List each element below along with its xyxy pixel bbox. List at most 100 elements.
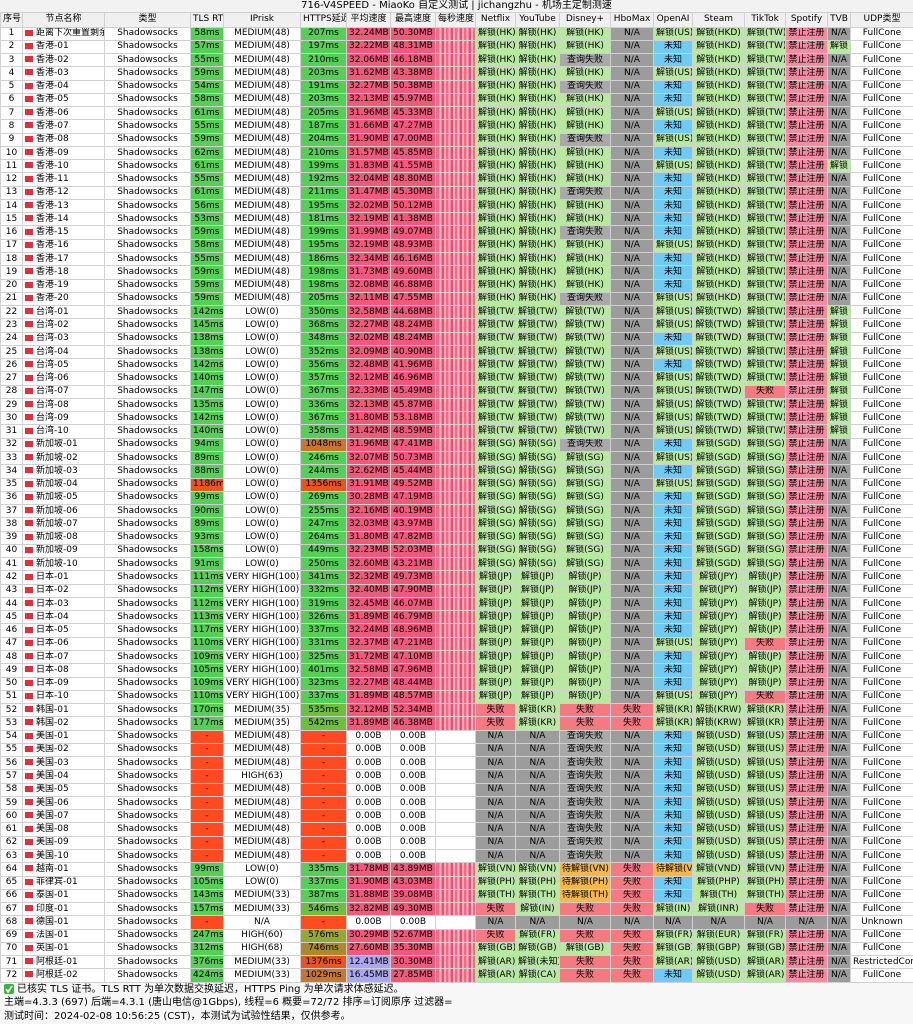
table-cell: N/A	[827, 848, 851, 864]
table-cell: 0.00B	[390, 915, 436, 930]
table-row: 48 日本-07 Shadowsocks 109ms VERY HIGH(100) 325…	[0, 649, 913, 665]
speed-graph	[435, 212, 476, 227]
table-cell: 解锁(HK)	[475, 252, 516, 267]
table-cell: N/A	[515, 756, 560, 771]
table-cell: N/A	[827, 145, 851, 161]
speed-graph	[435, 543, 476, 559]
table-cell: 337ms	[300, 689, 347, 705]
table-cell: 48.44MB	[390, 676, 436, 691]
table-cell: 解锁(FR)	[653, 928, 693, 943]
table-cell: N/A	[827, 915, 851, 930]
table-cell: N/A	[610, 92, 654, 108]
table-cell: 解锁(US)	[653, 318, 693, 333]
table-cell: Shadowsocks	[104, 968, 191, 983]
table-cell: 解锁(TW)	[744, 238, 786, 254]
speed-graph	[435, 703, 476, 718]
table-cell: 解锁(AR)	[475, 968, 516, 983]
table-cell: 香港-16	[22, 238, 105, 254]
table-cell: N/A	[515, 742, 560, 758]
table-cell: 32.22MB	[346, 39, 391, 55]
table-cell: 解锁(TW)	[515, 411, 560, 426]
table-cell: N/A	[744, 915, 786, 930]
table-cell: Shadowsocks	[104, 212, 191, 227]
node-name: 日本-04	[36, 611, 69, 622]
table-cell: 解锁(SG)	[515, 464, 560, 479]
table-cell: 解锁	[827, 371, 851, 386]
node-name: 英国-01	[36, 943, 69, 954]
table-cell: 未知	[653, 610, 693, 625]
table-cell: 禁止注册	[785, 384, 828, 399]
table-cell: LOW(0)	[223, 477, 301, 492]
table-cell: -	[190, 848, 224, 864]
flag-icon	[25, 679, 33, 686]
table-cell: 255ms	[300, 504, 347, 519]
table-cell: MEDIUM(35)	[223, 703, 301, 718]
table-cell: 未知	[653, 570, 693, 585]
table-cell: Shadowsocks	[104, 862, 191, 877]
table-cell: 31.62MB	[346, 66, 391, 81]
node-name: 台湾-09	[36, 412, 69, 423]
table-cell: 0.00B	[390, 848, 436, 864]
table-cell: 解锁(JP)	[515, 596, 560, 612]
table-cell: 47.41MB	[390, 437, 436, 453]
table-cell: 解锁(SG)	[744, 490, 786, 506]
flag-icon	[25, 785, 33, 792]
table-cell: 89ms	[190, 450, 224, 466]
table-cell: MEDIUM(33)	[223, 902, 301, 917]
table-cell: 香港-14	[22, 212, 105, 227]
table-cell: 解锁(TW)	[515, 305, 560, 320]
table-cell: FullCone	[850, 809, 913, 824]
table-cell: 德国-01	[22, 915, 105, 930]
table-cell: 未知	[653, 888, 693, 904]
flag-icon	[25, 546, 33, 553]
table-cell: 55	[0, 742, 23, 758]
table-cell: FullCone	[850, 875, 913, 890]
table-cell: 解锁(HKD)	[692, 132, 745, 147]
table-cell: 解锁(SGD)	[692, 530, 745, 545]
table-row: 10 香港-09 Shadowsocks 62ms MEDIUM(48) 210ms 31.…	[0, 145, 913, 161]
table-cell: 解锁(JPY)	[692, 663, 745, 678]
table-cell: 未知	[653, 596, 693, 612]
table-cell: MEDIUM(48)	[223, 252, 301, 267]
table-cell: N/A	[515, 835, 560, 850]
table-cell: Shadowsocks	[104, 596, 191, 612]
table-cell: 解锁(JP)	[559, 689, 611, 705]
table-cell: 未知	[653, 756, 693, 771]
table-cell: 1376ms	[300, 955, 347, 970]
table-cell: Shadowsocks	[104, 517, 191, 532]
table-cell: 32.09MB	[346, 344, 391, 360]
table-cell: VERY HIGH(100)	[223, 570, 301, 585]
table-cell: 0.00B	[346, 782, 391, 797]
table-cell: 泰国-01	[22, 888, 105, 904]
table-cell: 禁止注册	[785, 649, 828, 665]
table-cell: Shadowsocks	[104, 570, 191, 585]
table-cell: 39	[0, 530, 23, 545]
table-cell: 解锁(KRW)	[692, 703, 745, 718]
table-cell: 解锁(SG)	[744, 437, 786, 453]
table-cell: HIGH(68)	[223, 941, 301, 957]
speed-graph	[435, 862, 476, 877]
speed-graph	[435, 464, 476, 479]
flag-icon	[25, 374, 33, 381]
node-name: 台湾-06	[36, 373, 69, 384]
flag-icon	[25, 480, 33, 487]
table-cell: N/A	[610, 225, 654, 240]
table-cell: FullCone	[850, 610, 913, 625]
table-cell: 0.00B	[346, 742, 391, 758]
column-header: Spotify	[785, 12, 828, 28]
table-cell: 138ms	[190, 331, 224, 346]
table-cell: N/A	[610, 450, 654, 466]
node-name: 台湾-04	[36, 346, 69, 357]
table-cell: FullCone	[850, 424, 913, 439]
table-cell: 110ms	[190, 689, 224, 705]
table-cell: 35	[0, 477, 23, 492]
speed-graph	[435, 411, 476, 426]
table-cell: 12	[0, 172, 23, 187]
table-cell: N/A	[610, 809, 654, 824]
table-cell: 32.12MB	[346, 371, 391, 386]
column-header: YouTube	[515, 12, 560, 28]
table-cell: 解锁(SG)	[475, 490, 516, 506]
node-name: 泰国-01	[36, 890, 69, 901]
table-cell: 查询失败	[559, 729, 611, 744]
table-cell: 195ms	[300, 238, 347, 254]
